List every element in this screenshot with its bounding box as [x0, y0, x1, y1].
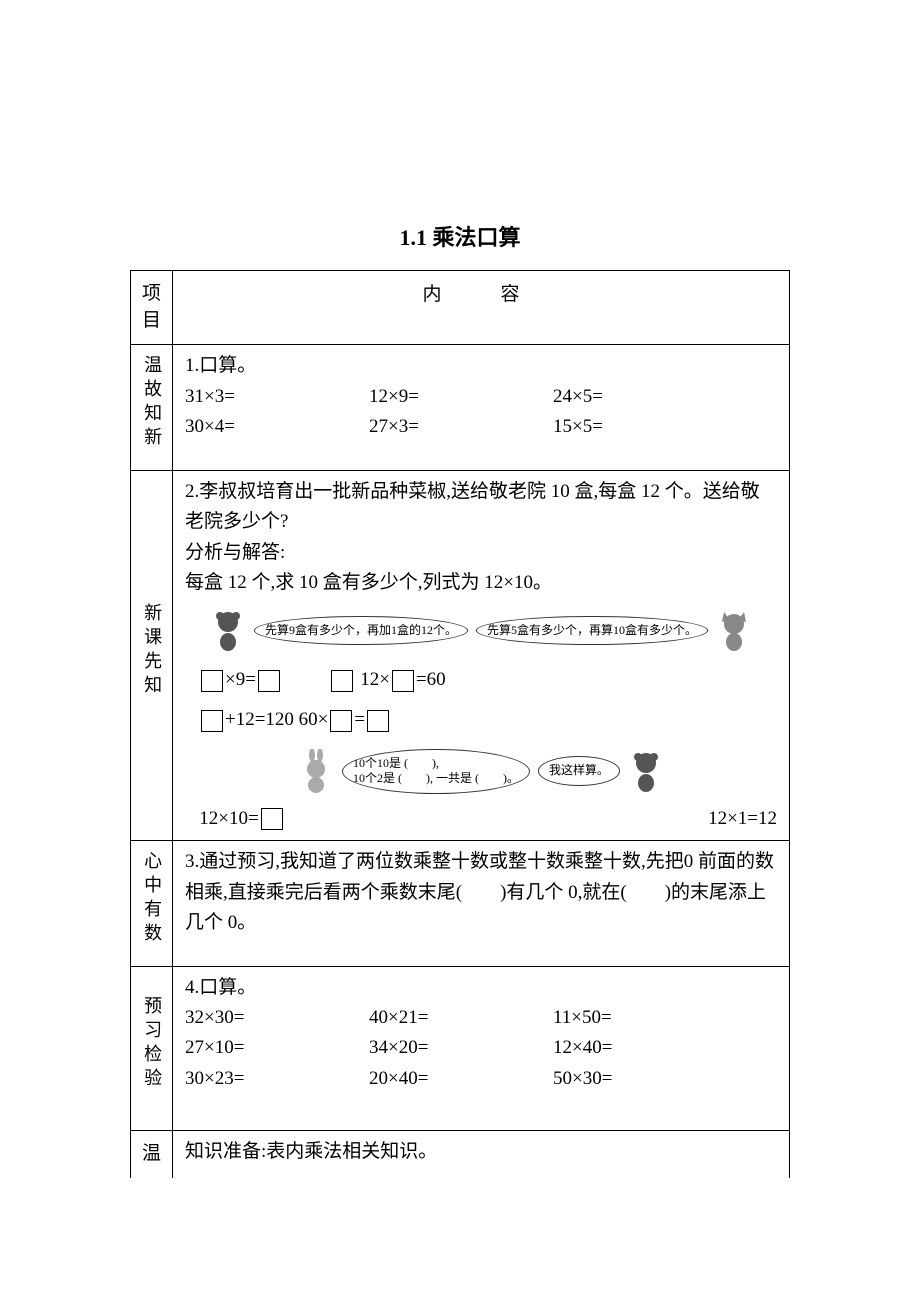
eq: 30×23= — [185, 1064, 369, 1094]
answer-box[interactable] — [330, 710, 352, 732]
answer-box[interactable] — [392, 670, 414, 692]
content-check: 4.口算。 32×30= 40×21= 11×50= 27×10= 34×20=… — [173, 966, 790, 1131]
q4-heading: 4.口算。 — [185, 973, 777, 1003]
eq-line-last: 12×10= 12×1=12 — [185, 804, 777, 834]
eq: 31×3= — [185, 382, 369, 412]
eq: 20×40= — [369, 1064, 553, 1094]
row-new: 新课先知 2.李叔叔培育出一批新品种菜椒,送给敬老院 10 盒,每盒 12 个。… — [131, 470, 790, 840]
monkey-icon — [210, 608, 246, 652]
q2-p2: 分析与解答: — [185, 538, 777, 568]
eq: 12×40= — [553, 1033, 737, 1063]
answer-box[interactable] — [331, 670, 353, 692]
eq-line-2: +12=120 60× = — [199, 702, 777, 738]
content-review: 1.口算。 31×3= 12×9= 24×5= 30×4= 27×3= 15×5… — [173, 345, 790, 471]
eq: 30×4= — [185, 412, 369, 442]
bubble-3: 10个10是 ( ), 10个2是 ( ), 一共是 ( )。 — [342, 749, 530, 794]
eq-text: =60 — [416, 669, 446, 690]
row-check: 预习检验 4.口算。 32×30= 40×21= 11×50= 27×10= 3… — [131, 966, 790, 1131]
header-col2: 内 容 — [173, 271, 790, 345]
eq: 40×21= — [369, 1003, 553, 1033]
content-new: 2.李叔叔培育出一批新品种菜椒,送给敬老院 10 盒,每盒 12 个。送给敬老院… — [173, 470, 790, 840]
tips-text: 知识准备:表内乘法相关知识。 — [185, 1141, 437, 1162]
content-summary: 3.通过预习,我知道了两位数乘整十数或整十数乘整十数,先把0 前面的数相乘,直接… — [173, 841, 790, 967]
q4-eq-row-3: 30×23= 20×40= 50×30= — [185, 1064, 777, 1094]
eq-text: 12×10= — [199, 808, 258, 829]
eq: 11×50= — [553, 1003, 737, 1033]
eq-text: 12×1=12 — [708, 804, 777, 834]
row-label-check: 预习检验 — [131, 966, 173, 1131]
eq-text: +12=120 60× — [225, 709, 328, 730]
eq: 32×30= — [185, 1003, 369, 1033]
eq: 50×30= — [553, 1064, 737, 1094]
row-label-tips: 温 — [131, 1131, 173, 1178]
eq: 15×5= — [553, 412, 737, 442]
answer-box[interactable] — [201, 710, 223, 732]
cat-icon — [716, 608, 752, 652]
eq-text: = — [354, 709, 365, 730]
q1-eq-row-1: 31×3= 12×9= 24×5= — [185, 382, 777, 412]
page-title: 1.1 乘法口算 — [130, 220, 790, 252]
q4-eq-row-1: 32×30= 40×21= 11×50= — [185, 1003, 777, 1033]
monkey2-icon — [628, 749, 664, 793]
bubble-4: 我这样算。 — [538, 756, 620, 786]
bubble-line: 10个10是 ( ), — [353, 756, 519, 772]
bubble-row-2: 10个10是 ( ), 10个2是 ( ), 一共是 ( )。 我这样算。 — [185, 749, 777, 794]
content-tips: 知识准备:表内乘法相关知识。 — [173, 1131, 790, 1178]
bubble-row-1: 先算9盒有多少个，再加1盒的12个。 先算5盒有多少个，再算10盒有多少个。 — [185, 608, 777, 652]
row-summary: 心中有数 3.通过预习,我知道了两位数乘整十数或整十数乘整十数,先把0 前面的数… — [131, 841, 790, 967]
answer-box[interactable] — [261, 808, 283, 830]
eq-line-1: ×9= 12× =60 — [199, 662, 777, 698]
bubble-1: 先算9盒有多少个，再加1盒的12个。 — [254, 616, 468, 646]
q4-eq-row-2: 27×10= 34×20= 12×40= — [185, 1033, 777, 1063]
answer-box[interactable] — [201, 670, 223, 692]
worksheet-table: 项目 内 容 温故知新 1.口算。 31×3= 12×9= 24×5= 30×4… — [130, 270, 790, 1178]
bubble-line: 10个2是 ( ), 一共是 ( )。 — [353, 771, 519, 787]
rabbit-icon — [298, 749, 334, 793]
row-label-new: 新课先知 — [131, 470, 173, 840]
row-label-summary: 心中有数 — [131, 841, 173, 967]
eq: 27×10= — [185, 1033, 369, 1063]
eq: 24×5= — [553, 382, 737, 412]
row-review: 温故知新 1.口算。 31×3= 12×9= 24×5= 30×4= 27×3=… — [131, 345, 790, 471]
bubble-2: 先算5盒有多少个，再算10盒有多少个。 — [476, 616, 708, 646]
eq: 12×9= — [369, 382, 553, 412]
q2-p1: 2.李叔叔培育出一批新品种菜椒,送给敬老院 10 盒,每盒 12 个。送给敬老院… — [185, 477, 777, 538]
answer-box[interactable] — [258, 670, 280, 692]
answer-box[interactable] — [367, 710, 389, 732]
q3-text: 3.通过预习,我知道了两位数乘整十数或整十数乘整十数,先把0 前面的数相乘,直接… — [185, 847, 777, 938]
eq: 34×20= — [369, 1033, 553, 1063]
header-col1: 项目 — [131, 271, 173, 345]
q1-heading: 1.口算。 — [185, 351, 777, 381]
header-row: 项目 内 容 — [131, 271, 790, 345]
q1-eq-row-2: 30×4= 27×3= 15×5= — [185, 412, 777, 442]
row-label-review: 温故知新 — [131, 345, 173, 471]
row-tips: 温 知识准备:表内乘法相关知识。 — [131, 1131, 790, 1178]
q2-p3: 每盒 12 个,求 10 盒有多少个,列式为 12×10。 — [185, 568, 777, 598]
eq: 27×3= — [369, 412, 553, 442]
eq-text: ×9= — [225, 669, 256, 690]
eq-text: 12× — [360, 669, 390, 690]
